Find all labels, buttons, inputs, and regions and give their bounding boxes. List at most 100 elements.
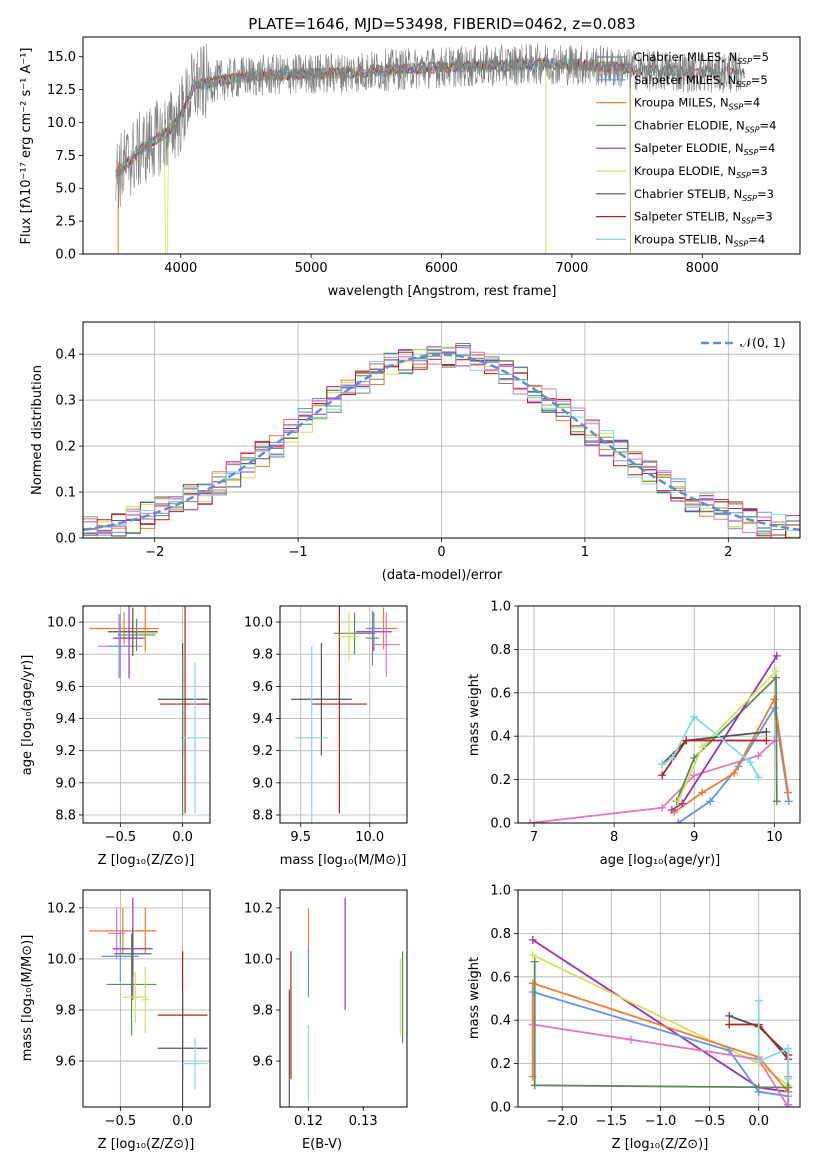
age_vs_z-ytick-label-3: 9.4: [55, 712, 76, 727]
spectrum-xtick-label-3: 7000: [555, 261, 588, 276]
residuals-ytick-label-4: 0.4: [55, 348, 76, 363]
spectrum-xtick-label-2: 6000: [425, 261, 458, 276]
mass_vs_ebv-ytick-label-0: 9.6: [252, 1055, 273, 1070]
age_vs_mass-ytick-label-4: 9.6: [252, 680, 273, 695]
legend-sub-1: SSP: [736, 80, 751, 89]
weight_vs_age-line-3: [675, 675, 778, 802]
residuals-xlabel: (data-model)/error: [382, 568, 503, 583]
weight_vs_age-frame: [517, 605, 801, 824]
age_vs_mass-ytick-label-3: 9.4: [252, 712, 273, 727]
age-z-xlabel: Z [log₁₀(Z/Z⊙)]: [98, 853, 195, 868]
residuals-ytick-label-0: 0.0: [55, 532, 76, 547]
residuals-xtick-label-0: −2: [145, 545, 164, 560]
weight_vs_z-marker-5-0: [530, 957, 539, 966]
mass-vs-ebv-panel: E(B-V) 0.12 0.13 9.6 9.8 10.0 10.2: [244, 889, 408, 1152]
legend-sub-6: SSP: [742, 194, 757, 203]
age_vs_mass-point-3: [333, 612, 376, 655]
weight_vs_age-marker-1-4: [784, 797, 793, 806]
weight_vs_age-marker-1-0: [674, 819, 683, 823]
age_vs_mass-point-2: [295, 646, 329, 823]
weight_vs_z-marker-8-0: [754, 996, 763, 1005]
mass_vs_z-xtick-label-1: 0.0: [172, 1114, 193, 1129]
mass_vs_ebv-ytick-label-3: 10.2: [244, 901, 273, 916]
weight_vs_age-marker-7-2: [762, 736, 771, 745]
mass_vs_ebv-ytick-label-1: 9.8: [252, 1003, 273, 1018]
weight_vs_z-marker-1-0: [528, 951, 537, 960]
age_vs_z-point-3: [112, 606, 146, 679]
weight_vs_age-line-8: [661, 715, 760, 778]
mass_vs_z-axes: −0.5 0.0 9.6 9.8 10.0 10.2: [47, 890, 210, 1129]
weight_vs_z-marker-4-1: [626, 1035, 635, 1044]
weight_vs_z-xtick-label-2: −1.0: [645, 1114, 677, 1129]
age-z-ylabel: age [log₁₀(age/yr)]: [20, 655, 35, 776]
weight_vs_z-marker-4-3: [784, 1103, 793, 1107]
spectrum-ytick-label-0: 0.0: [55, 248, 76, 263]
weight_vs_z-marker-8-2: [784, 1044, 793, 1053]
weight_vs_age-marker-4-1: [678, 799, 687, 808]
mass_vs_ebv-axes: 0.12 0.13 9.6 9.8 10.0 10.2: [244, 901, 378, 1129]
weight_vs_z-line-8: [757, 1000, 790, 1079]
mass_vs_z-point-10: [157, 989, 208, 1107]
age_vs_mass-point-9: [365, 610, 380, 666]
weight_vs_age-marker-8-4: [754, 773, 763, 782]
age_vs_z-point-9: [160, 606, 210, 814]
mass_vs_ebv-ytick-label-2: 10.0: [244, 952, 273, 967]
mass_vs_ebv-frame: [279, 889, 408, 1108]
weight_vs_age-marker-2-4: [783, 788, 792, 797]
mass_vs_z-point-4: [114, 930, 152, 977]
legend-label-5: Kroupa ELODIE, NSSP=3: [634, 164, 768, 180]
mass_vs_ebv-xtick-label-1: 0.13: [349, 1114, 378, 1129]
weight_vs_age-marker-0-0: [526, 819, 535, 823]
weight-vs-age-panel: age [log₁₀(age/yr)] mass weight 7 8 9 10 0.0…: [467, 600, 801, 868]
weight_vs_age-marker-2-1: [698, 788, 707, 797]
weight_vs_age-ytick-label-4: 0.8: [490, 643, 511, 658]
age-vs-metallicity-panel: Z [log₁₀(Z/Z⊙)] age [log₁₀(age/yr)] −0.5…: [20, 605, 211, 868]
legend-label-8: Kroupa STELIB, NSSP=4: [634, 232, 765, 248]
residuals-ytick-label-1: 0.1: [55, 486, 76, 501]
mass_vs_z-ytick-label-3: 10.2: [47, 901, 76, 916]
legend-sub-2: SSP: [729, 103, 744, 112]
weight_vs_age-marker-7-0: [658, 771, 667, 780]
age_vs_mass-point-8: [372, 612, 401, 677]
weight_vs_z-ytick-label-3: 0.6: [490, 970, 511, 985]
weight_vs_age-marker-8-2: [690, 712, 699, 721]
weight_vs_z-ytick-label-4: 0.8: [490, 927, 511, 942]
spectrum-lines: [115, 42, 745, 254]
mass_vs_z-point-5: [101, 930, 140, 982]
mass_vs_z-point-2: [107, 907, 126, 959]
mass_vs_z-ytick-label-0: 9.6: [55, 1055, 76, 1070]
legend-sub-7: SSP: [741, 217, 756, 226]
weight_vs_age-marker-5-0: [674, 797, 683, 806]
weight_vs_age-ytick-label-5: 1.0: [490, 600, 511, 615]
weight_vs_age-marker-8-3: [746, 758, 755, 767]
weight_vs_age-marker-1-1: [706, 797, 715, 806]
mass_vs_ebv-xtick-label-0: 0.12: [294, 1114, 323, 1129]
residual-hist-9: [83, 346, 800, 538]
weight_vs_z-frame: [517, 889, 801, 1108]
weight_vs_age-axes: 7 8 9 10 0.0 0.2 0.4 0.6 0.8 1.0: [490, 600, 800, 845]
legend-sub-0: SSP: [737, 57, 752, 66]
mass_vs_z-ytick-label-2: 10.0: [47, 952, 76, 967]
residuals-xtick-label-3: 1: [581, 545, 589, 560]
weight_vs_age-marker-5-2: [771, 667, 780, 676]
spectrum-xtick-label-1: 5000: [295, 261, 328, 276]
weight_vs_age-marker-5-1: [698, 743, 707, 752]
legend-sub-5: SSP: [736, 171, 751, 180]
weight_vs_age-xtick-label-2: 9: [690, 830, 698, 845]
weight_vs_z-xtick-label-1: −1.5: [596, 1114, 628, 1129]
weight-z-ylabel: mass weight: [467, 957, 482, 1039]
age-vs-mass-panel: mass [log₁₀(M/M⊙)] 9.5 10.08.89.09.29.49.…: [244, 605, 408, 868]
mass_vs_z-point-6: [106, 933, 157, 1036]
legend-rest-4: =4: [758, 141, 775, 155]
spectrum-ytick-label-6: 15.0: [47, 50, 76, 65]
age_vs_mass-point-4: [339, 612, 359, 661]
age_vs_z-ytick-label-5: 9.8: [55, 648, 76, 663]
weight_vs_age-marker-6-2: [762, 727, 771, 736]
legend-label-4: Salpeter ELODIE, NSSP=4: [634, 141, 775, 157]
mass_vs_z-frame: [82, 889, 211, 1108]
weight_vs_age-ytick-label-1: 0.2: [490, 773, 511, 788]
weight_vs_age-marker-4-0: [667, 805, 676, 814]
age_vs_z-xtick-label-0: −0.5: [105, 830, 137, 845]
weight_vs_z-xtick-label-3: −0.5: [694, 1114, 726, 1129]
